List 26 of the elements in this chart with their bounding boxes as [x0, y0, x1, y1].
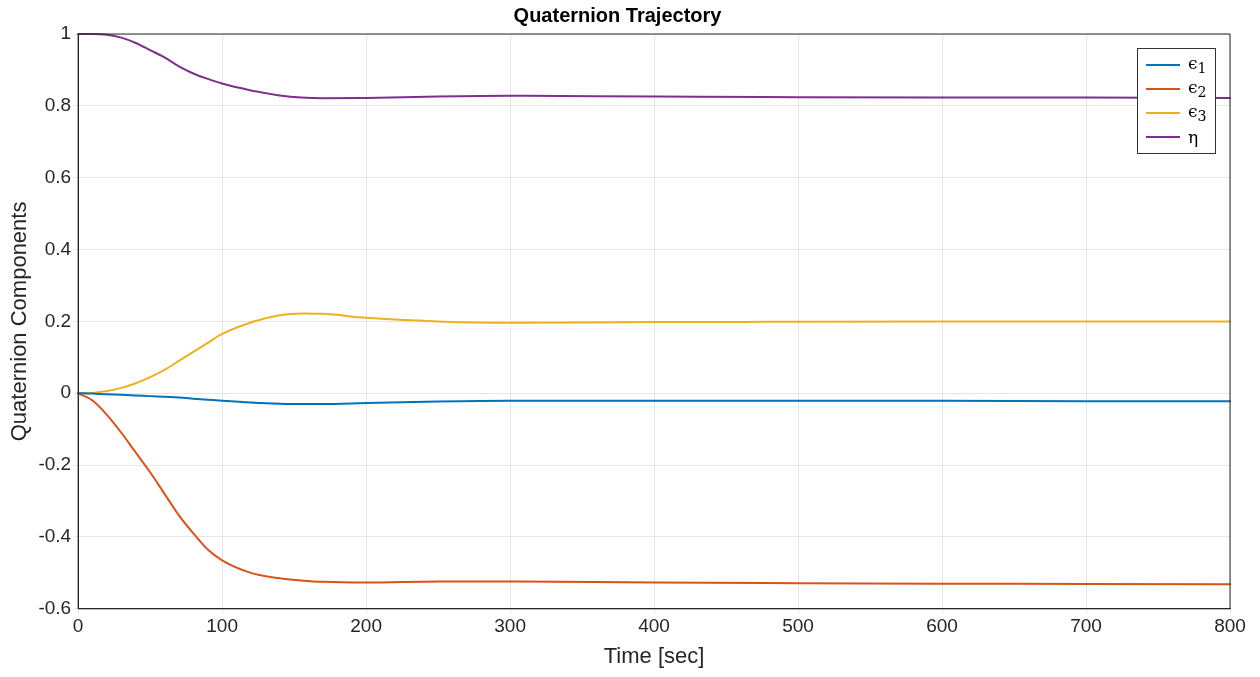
y-tick-label: 0.8 [44, 94, 72, 116]
legend-label: η [1188, 127, 1199, 147]
y-tick-label: 1 [60, 22, 72, 44]
x-tick-label: 800 [1214, 615, 1246, 637]
x-tick-label: 500 [782, 615, 814, 637]
x-tick-label: 600 [926, 615, 958, 637]
x-tick-label: 200 [350, 615, 382, 637]
chart-title: Quaternion Trajectory [513, 3, 723, 26]
legend-label: ϵ$_{1}$ [1188, 53, 1207, 77]
legend-label: ϵ$_{2}$ [1188, 77, 1207, 101]
x-tick-label: 300 [494, 615, 526, 637]
y-tick-label: 0 [60, 381, 72, 403]
line-series [77, 392, 1231, 406]
y-tick-label: 0.6 [44, 165, 72, 187]
y-axis-title: Quaternion Components [6, 201, 32, 442]
y-tick-label: -0.6 [38, 597, 72, 619]
y-tick-label: 0.2 [44, 309, 72, 331]
x-tick-label: 700 [1070, 615, 1102, 637]
x-tick-label: 100 [206, 615, 238, 637]
x-tick-label: 400 [638, 615, 670, 637]
y-tick-label: -0.2 [38, 453, 72, 475]
line-series [77, 392, 1231, 586]
y-tick-label: 0.4 [44, 237, 72, 259]
x-axis-title: Time [sec] [603, 642, 705, 668]
legend-label: ϵ$_{3}$ [1188, 101, 1207, 125]
y-tick-label: -0.4 [38, 525, 72, 547]
